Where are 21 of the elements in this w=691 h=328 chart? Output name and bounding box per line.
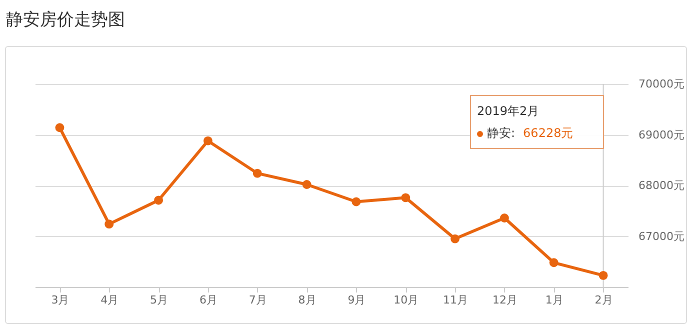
x-tick-label: 2月 — [594, 294, 613, 306]
y-tick-label: 68000元 — [638, 179, 684, 192]
y-tick-label: 69000元 — [638, 128, 684, 142]
x-tick-label: 3月 — [51, 294, 70, 306]
y-tick-label: 70000元 — [638, 78, 684, 90]
x-tick-label: 1月 — [545, 294, 564, 306]
y-tick-label: 67000元 — [638, 230, 684, 243]
x-tick-label: 12月 — [492, 294, 518, 306]
x-tick-label: 11月 — [443, 294, 468, 306]
x-tick-label: 4月 — [100, 294, 119, 306]
annotation: 66228元 — [523, 126, 574, 140]
chart-title: 静安房价走势图 — [6, 9, 125, 31]
tooltip: 2019年2月 静安: 66228元 — [470, 95, 604, 149]
x-tick-label: 6月 — [199, 294, 218, 306]
annotation: 静安: — [487, 126, 516, 140]
x-tick-label: 9月 — [348, 294, 366, 306]
x-tick-label: 7月 — [248, 294, 267, 306]
annotation: 2019年2月 — [477, 103, 540, 120]
x-tick-label: 8月 — [298, 294, 316, 306]
x-tick-label: 5月 — [150, 294, 168, 306]
x-tick-label: 10月 — [394, 294, 419, 306]
